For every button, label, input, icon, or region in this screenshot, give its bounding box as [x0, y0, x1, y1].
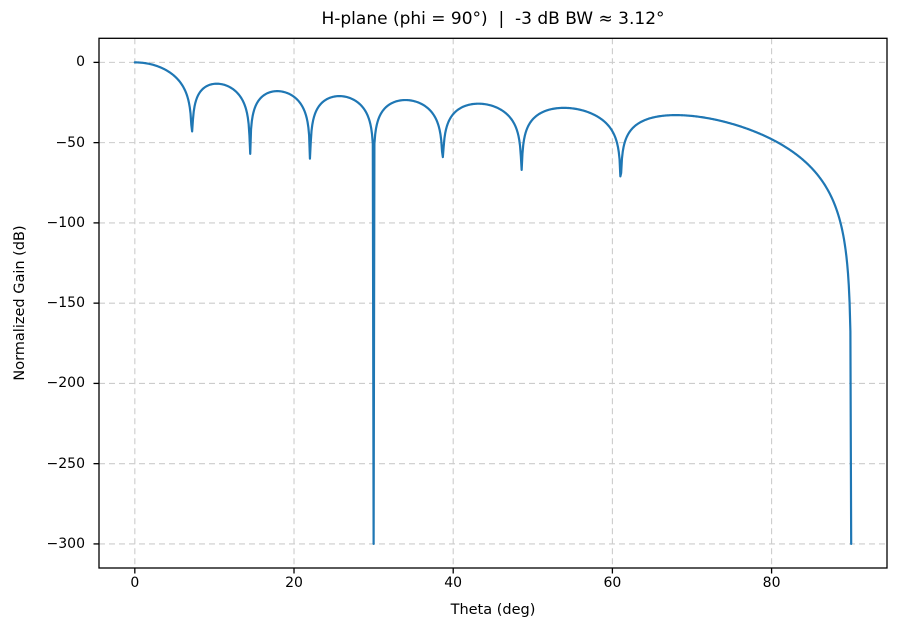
x-tick-label: 0: [130, 575, 140, 591]
y-tick-label: −50: [55, 134, 85, 151]
x-tick-label: 20: [285, 575, 303, 591]
gain-curve: [133, 61, 853, 546]
y-tick-label: −100: [46, 214, 85, 231]
x-tick-label: 40: [444, 575, 463, 591]
y-tick-label: −150: [46, 295, 85, 312]
y-tick-label: −300: [46, 535, 85, 552]
x-tick-label: 60: [603, 575, 622, 591]
y-tick-label: −250: [46, 455, 85, 472]
chart-title: H-plane (phi = 90°) | -3 dB BW ≈ 3.12°: [321, 9, 665, 29]
x-axis-label: Theta (deg): [450, 602, 536, 618]
x-tick-label: 80: [762, 575, 781, 591]
y-tick-label: 0: [76, 54, 85, 71]
y-tick-label: −200: [46, 375, 85, 392]
